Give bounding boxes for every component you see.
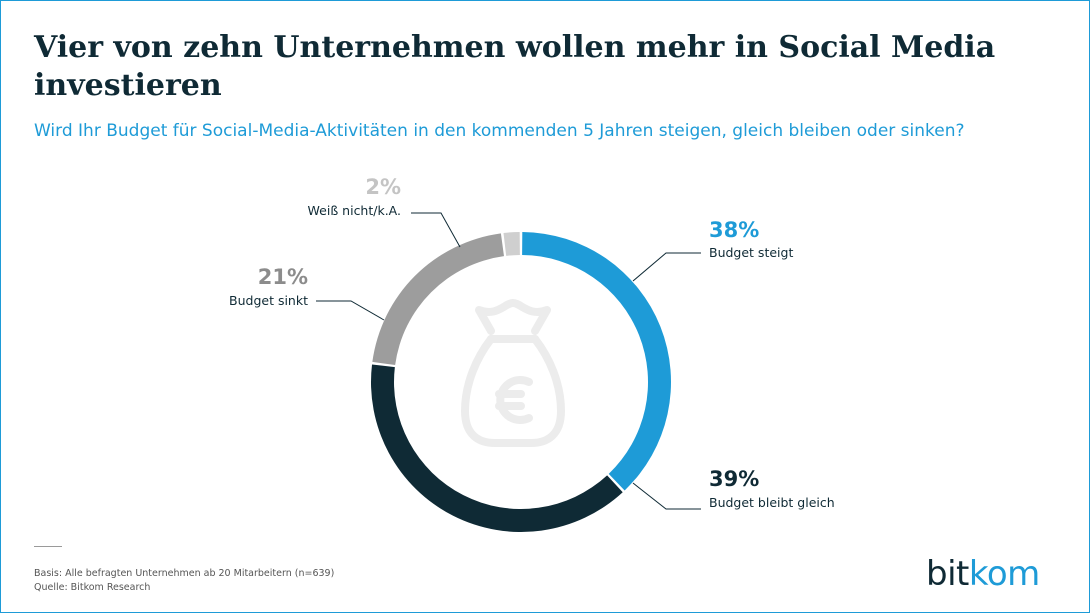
category-label-wei-nicht-k-a: Weiß nicht/k.A. [308,203,401,218]
leader-line-wei-nicht-k-a [411,212,461,248]
logo-part-kom: kom [968,554,1040,594]
leader-line-budget-sinkt [316,300,385,321]
money-bag-euro-icon [461,299,565,447]
category-label-budget-sinkt: Budget sinkt [229,293,308,308]
slice-budget-sinkt [372,233,504,365]
category-label-budget-bleibt-gleich: Budget bleibt gleich [709,495,835,510]
page-subtitle: Wird Ihr Budget für Social-Media-Aktivit… [34,121,965,141]
value-label-budget-steigt: 38% [709,218,759,242]
leader-line-budget-steigt [632,252,701,282]
value-label-budget-bleibt-gleich: 39% [709,467,759,491]
category-label-budget-steigt: Budget steigt [709,245,793,260]
page-title: Vier von zehn Unternehmen wollen mehr in… [34,30,996,103]
logo-part-bit: bit [926,554,969,594]
value-label-budget-sinkt: 21% [258,265,308,289]
slice-wei-nicht-k-a [503,232,520,256]
slice-budget-bleibt-gleich [370,364,623,533]
footnote-basis: Basis: Alle befragten Unternehmen ab 20 … [34,568,335,579]
footnote-divider [34,546,62,547]
slice-budget-steigt [522,232,671,491]
bitkom-logo: bitkom [926,552,1040,596]
footnote-source: Quelle: Bitkom Research [34,582,151,593]
value-label-wei-nicht-k-a: 2% [365,175,401,199]
leader-line-budget-bleibt-gleich [632,482,701,510]
